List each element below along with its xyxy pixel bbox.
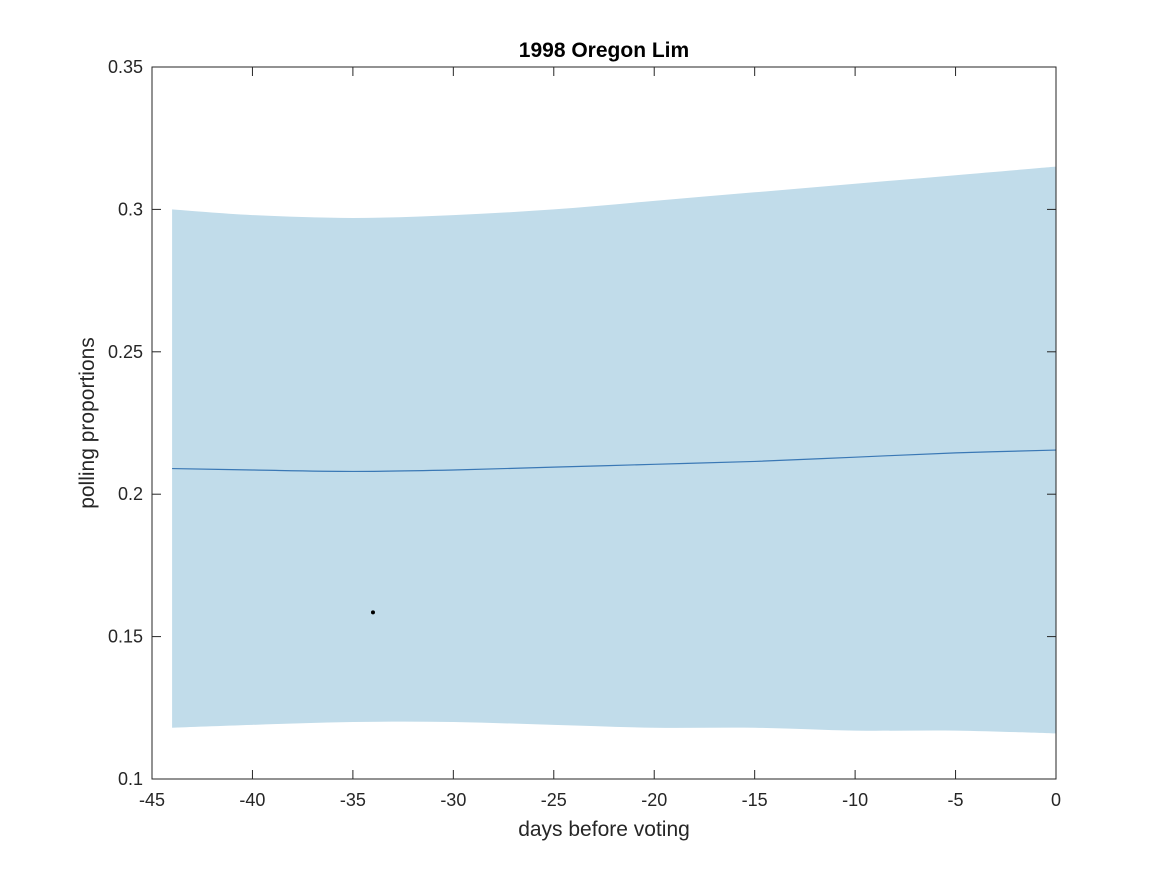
series-line-0 (172, 449, 1057, 473)
y-tick-label: 0.35 (108, 57, 143, 77)
y-axis-ticks: 0.1 0.15 0.2 0.25 0.3 0.35 (108, 57, 1056, 789)
plot-area-frame (151, 66, 1057, 780)
y-tick-label: 0.2 (118, 484, 143, 504)
x-tick-label: -30 (440, 790, 466, 810)
x-tick-label: -20 (641, 790, 667, 810)
confidence-band (172, 166, 1057, 734)
y-tick-label: 0.3 (118, 199, 143, 219)
y-tick-label: 0.15 (108, 627, 143, 647)
x-tick-label: -10 (842, 790, 868, 810)
data-point-0 (370, 610, 375, 615)
y-tick-label: 0.1 (118, 769, 143, 789)
y-axis-label: polling proportions (76, 337, 99, 509)
x-tick-label: -40 (239, 790, 265, 810)
x-tick-label: -15 (742, 790, 768, 810)
x-axis-label: days before voting (518, 818, 690, 841)
data-point-layer (370, 610, 375, 615)
x-tick-label: -45 (139, 790, 165, 810)
x-tick-label: 0 (1051, 790, 1061, 810)
x-tick-label: -25 (541, 790, 567, 810)
confidence-band-layer (172, 166, 1057, 734)
x-axis-ticks: -45 -40 -35 -30 -25 -20 -15 -10 -5 0 (139, 67, 1061, 810)
x-tick-label: -35 (340, 790, 366, 810)
chart-title: 1998 Oregon Lim (519, 39, 689, 62)
y-tick-label: 0.25 (108, 342, 143, 362)
series-line-layer (172, 449, 1057, 473)
x-tick-label: -5 (948, 790, 964, 810)
